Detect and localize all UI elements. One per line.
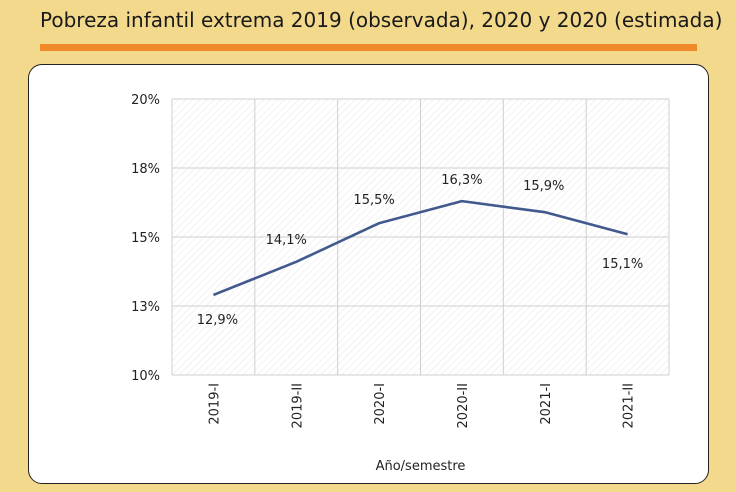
x-tick-label: 2020-I [373,383,388,425]
series-group [212,199,628,297]
data-label: 15,9% [523,179,564,194]
x-tick-label: 2019-I [207,383,222,425]
data-labels: 12,9% 14,1% 15,5% 16,3% 15,9% 15,1% [197,173,643,328]
data-label: 16,3% [441,173,482,188]
x-axis-ticks: 2019-I 2019-II 2020-I 2020-II 2021-I 2021-II [207,383,636,428]
x-axis-title: Año/semestre [376,459,466,474]
y-tick-label: 15% [131,231,160,246]
y-axis-ticks: 10% 13% 15% 18% 20% [131,93,160,384]
data-label: 12,9% [197,313,238,328]
data-label: 14,1% [266,233,307,248]
gridlines [171,98,670,376]
chart-card: 10% 13% 15% 18% 20% 2019-I 2019-II 2020-I 2020-… [28,64,709,484]
y-tick-label: 20% [131,93,160,108]
y-tick-label: 18% [131,162,160,177]
page-title: Pobreza infantil extrema 2019 (observada… [40,8,723,32]
y-tick-label: 13% [131,300,160,315]
x-tick-label: 2021-II [622,383,637,428]
x-tick-label: 2020-II [456,383,471,428]
title-underline [40,44,697,51]
line-chart: 10% 13% 15% 18% 20% 2019-I 2019-II 2020-I 2020-… [131,93,670,474]
x-tick-label: 2019-II [290,383,305,428]
data-label: 15,1% [602,257,643,272]
series-line [212,199,628,297]
y-tick-label: 10% [131,369,160,384]
x-tick-label: 2021-I [539,383,554,425]
data-label: 15,5% [353,193,394,208]
